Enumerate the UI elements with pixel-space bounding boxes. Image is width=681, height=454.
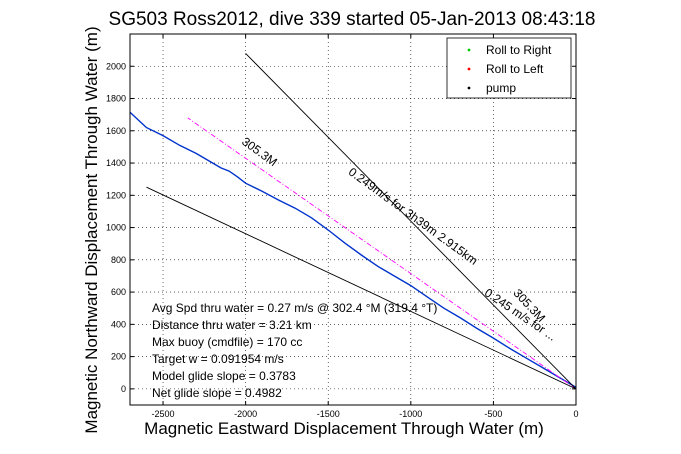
y-tick-label: 1200 — [106, 190, 126, 200]
stat-line: Distance thru water = 3.21 km — [152, 318, 312, 332]
reference-line-3 — [146, 186, 577, 390]
net-displacement-line — [187, 117, 577, 390]
reference-line-2 — [245, 53, 577, 390]
legend-marker — [467, 67, 471, 71]
legend-marker — [467, 48, 471, 52]
stat-line: Max buoy (cmdfile) = 170 cc — [152, 335, 302, 349]
legend-marker — [467, 86, 471, 90]
stat-line: Model glide slope = 0.3783 — [152, 369, 296, 383]
legend: Roll to Right Roll to Left pump — [446, 37, 572, 99]
y-tick-label: 600 — [111, 287, 126, 297]
axis-ticks: -2500 -2000 -1500 -1000 -500 0 0 200 400 600 800 10… — [106, 34, 579, 419]
x-tick-label: -1500 — [317, 409, 340, 419]
glider-track-line — [129, 111, 577, 388]
y-tick-label: 1600 — [106, 126, 126, 136]
y-axis-label: Magnetic Northward Displacement Through … — [82, 26, 101, 433]
stat-line: Avg Spd thru water = 0.27 m/s @ 302.4 °M… — [152, 301, 437, 315]
y-tick-label: 2000 — [106, 61, 126, 71]
chart-title: SG503 Ross2012, dive 339 started 05-Jan-… — [109, 9, 596, 30]
track-annotation: 0.249m/s for 3h39m 2.915km — [346, 165, 481, 268]
plot-series — [129, 53, 577, 390]
x-tick-label: -2500 — [152, 409, 175, 419]
x-axis-label: Magnetic Eastward Displacement Through W… — [144, 419, 544, 438]
y-tick-label: 1800 — [106, 94, 126, 104]
y-tick-label: 200 — [111, 352, 126, 362]
x-tick-label: -1000 — [399, 409, 422, 419]
legend-entry: Roll to Left — [486, 62, 544, 76]
legend-entry: Roll to Right — [486, 43, 552, 57]
y-tick-label: 0 — [121, 384, 126, 394]
x-tick-label: -500 — [484, 409, 502, 419]
y-tick-label: 400 — [111, 319, 126, 329]
y-tick-label: 1400 — [106, 158, 126, 168]
plot-frame — [129, 33, 577, 406]
stat-line: Target w = 0.091954 m/s — [152, 352, 284, 366]
y-tick-label: 800 — [111, 255, 126, 265]
x-tick-label: 0 — [573, 409, 578, 419]
stats-text-block: Avg Spd thru water = 0.27 m/s @ 302.4 °M… — [152, 301, 437, 400]
y-tick-label: 1000 — [106, 223, 126, 233]
x-tick-label: -2000 — [234, 409, 257, 419]
legend-entry: pump — [486, 81, 516, 95]
stat-line: Net glide slope = 0.4982 — [152, 386, 282, 400]
track-annotation: 305.3M — [239, 134, 280, 169]
